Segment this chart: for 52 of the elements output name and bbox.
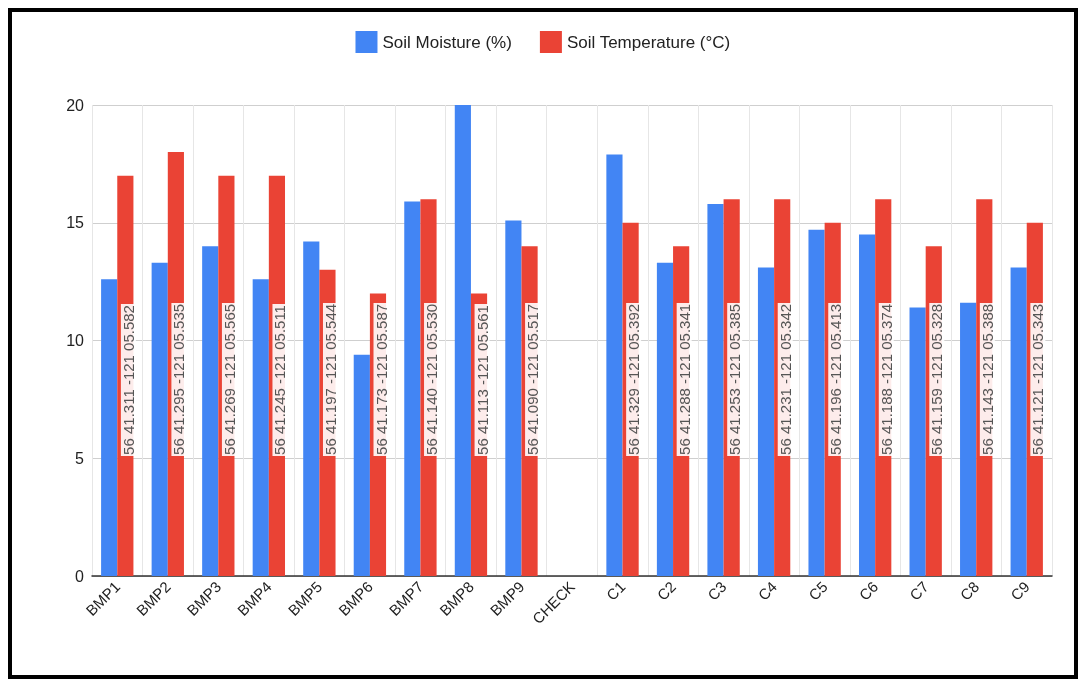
bar — [960, 302, 977, 576]
annotation: 56 41.143 -121 05.388 — [978, 303, 996, 455]
y-tick-label: 20 — [66, 96, 85, 114]
x-tick-label: C4 — [754, 577, 781, 604]
y-tick-label: 5 — [75, 449, 85, 467]
annotation: 56 41.253 -121 05.385 — [726, 303, 744, 455]
annotation: 56 41.269 -121 05.565 — [220, 303, 238, 455]
annotation: 56 41.090 -121 05.517 — [524, 303, 542, 455]
bar — [909, 307, 926, 576]
x-tick-label: C1 — [602, 577, 629, 604]
bar — [606, 154, 623, 576]
x-tick-label: C6 — [855, 577, 882, 604]
annotation: 56 41.231 -121 05.342 — [776, 303, 794, 455]
bar — [303, 241, 320, 576]
annotation: 56 41.159 -121 05.328 — [928, 303, 946, 455]
x-tick-label: C5 — [805, 577, 831, 604]
bar — [1010, 267, 1027, 576]
annotation: 56 41.197 -121 05.544 — [321, 303, 339, 455]
annotation: 56 41.121 -121 05.343 — [1029, 303, 1047, 455]
annotation: 56 41.140 -121 05.530 — [423, 303, 441, 455]
x-tick-label: C7 — [906, 577, 932, 604]
x-tick-label: C8 — [956, 577, 983, 604]
annotation: 56 41.173 -121 05.587 — [372, 303, 390, 455]
annotation: 56 41.329 -121 05.392 — [625, 303, 643, 455]
x-tick-label: C3 — [704, 577, 730, 604]
annotation: 56 41.245 -121 05.511 — [271, 305, 289, 455]
annotation: 56 41.196 -121 05.413 — [827, 303, 845, 455]
bar — [404, 201, 421, 576]
y-tick-label: 0 — [75, 567, 85, 585]
annotation: 56 41.288 -121 05.341 — [675, 303, 693, 455]
annotation: 56 41.295 -121 05.535 — [170, 303, 188, 455]
bar — [353, 354, 370, 576]
bar — [808, 229, 825, 576]
y-tick-label: 10 — [66, 332, 85, 349]
legend-label: Soil Moisture (%) — [382, 32, 512, 52]
annotation: 56 41.311 -121 05.582 — [119, 305, 137, 455]
annotation: 56 41.113 -121 05.561 — [473, 305, 491, 455]
bar — [858, 234, 876, 576]
bar — [757, 267, 775, 576]
bar — [151, 262, 168, 576]
bar — [202, 246, 219, 576]
x-tick-label: C2 — [653, 577, 680, 604]
bar — [707, 203, 724, 576]
bar — [656, 262, 674, 576]
legend-label: Soil Temperature (°C) — [566, 32, 731, 52]
bar — [505, 220, 522, 576]
y-tick-label: 15 — [66, 214, 85, 232]
x-tick-label: C9 — [1007, 577, 1033, 604]
annotation: 56 41.188 -121 05.374 — [877, 303, 895, 455]
bar — [101, 279, 118, 576]
bar — [252, 279, 269, 576]
bar — [454, 105, 471, 576]
